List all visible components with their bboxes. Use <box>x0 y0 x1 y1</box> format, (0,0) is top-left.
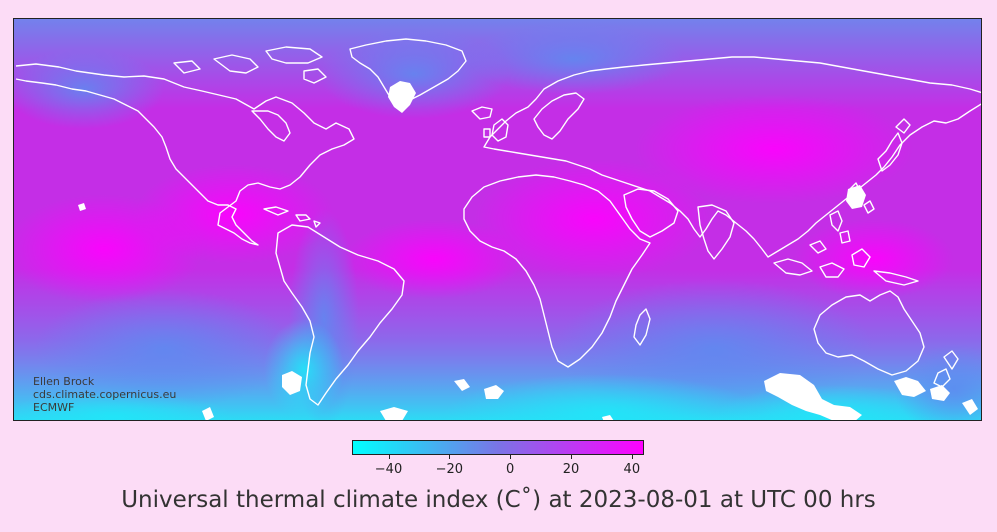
colorbar-tick <box>388 455 390 459</box>
colorbar-tick <box>449 455 451 459</box>
scandinavia-coastline <box>533 92 585 140</box>
japan-coastline <box>877 118 911 172</box>
colorbar-tick <box>510 455 512 459</box>
iceland-coastline <box>471 106 493 120</box>
caribbean-islands <box>263 206 321 228</box>
southeast-asia-islands <box>773 240 919 286</box>
new-zealand-coastline <box>933 350 959 388</box>
colorbar-tick-label: 0 <box>506 462 515 477</box>
map-title: Universal thermal climate index (C˚) at … <box>121 487 876 513</box>
credit-author: Ellen Brock <box>33 375 95 388</box>
colorbar: −40 −20 0 20 40 <box>352 440 644 480</box>
colorbar-gradient <box>352 440 644 455</box>
greenland-coastline <box>349 38 467 104</box>
credit-source: cds.climate.copernicus.eu <box>33 388 177 401</box>
world-map <box>14 19 981 420</box>
colorbar-tick-label: 20 <box>562 462 580 477</box>
map-panel: Ellen Brock cds.climate.copernicus.eu EC… <box>13 18 982 421</box>
australia-coastline <box>813 290 925 376</box>
south-america-coastline <box>275 224 405 406</box>
north-america-coastline <box>15 63 355 246</box>
india-coastline <box>697 204 735 260</box>
arabia-coastline <box>623 188 679 238</box>
canadian-arctic-islands <box>173 46 327 84</box>
colorbar-tick-label: 40 <box>623 462 641 477</box>
colorbar-tick-label: −40 <box>374 462 403 477</box>
hudson-bay-coastline <box>251 110 291 142</box>
colorbar-tick <box>631 455 633 459</box>
credits: Ellen Brock cds.climate.copernicus.eu EC… <box>33 375 176 414</box>
ice-patches <box>78 81 978 420</box>
madagascar-coastline <box>633 308 651 346</box>
temperature-field <box>14 19 981 420</box>
africa-coastline <box>463 174 651 368</box>
british-isles-coastline <box>483 118 509 142</box>
colorbar-tick <box>571 455 572 459</box>
coastlines <box>15 38 981 406</box>
colorbar-tick-label: −20 <box>435 462 464 477</box>
europe-asia-coastline <box>483 56 981 258</box>
credit-provider: ECMWF <box>33 401 75 414</box>
philippines-coastline <box>829 210 851 244</box>
